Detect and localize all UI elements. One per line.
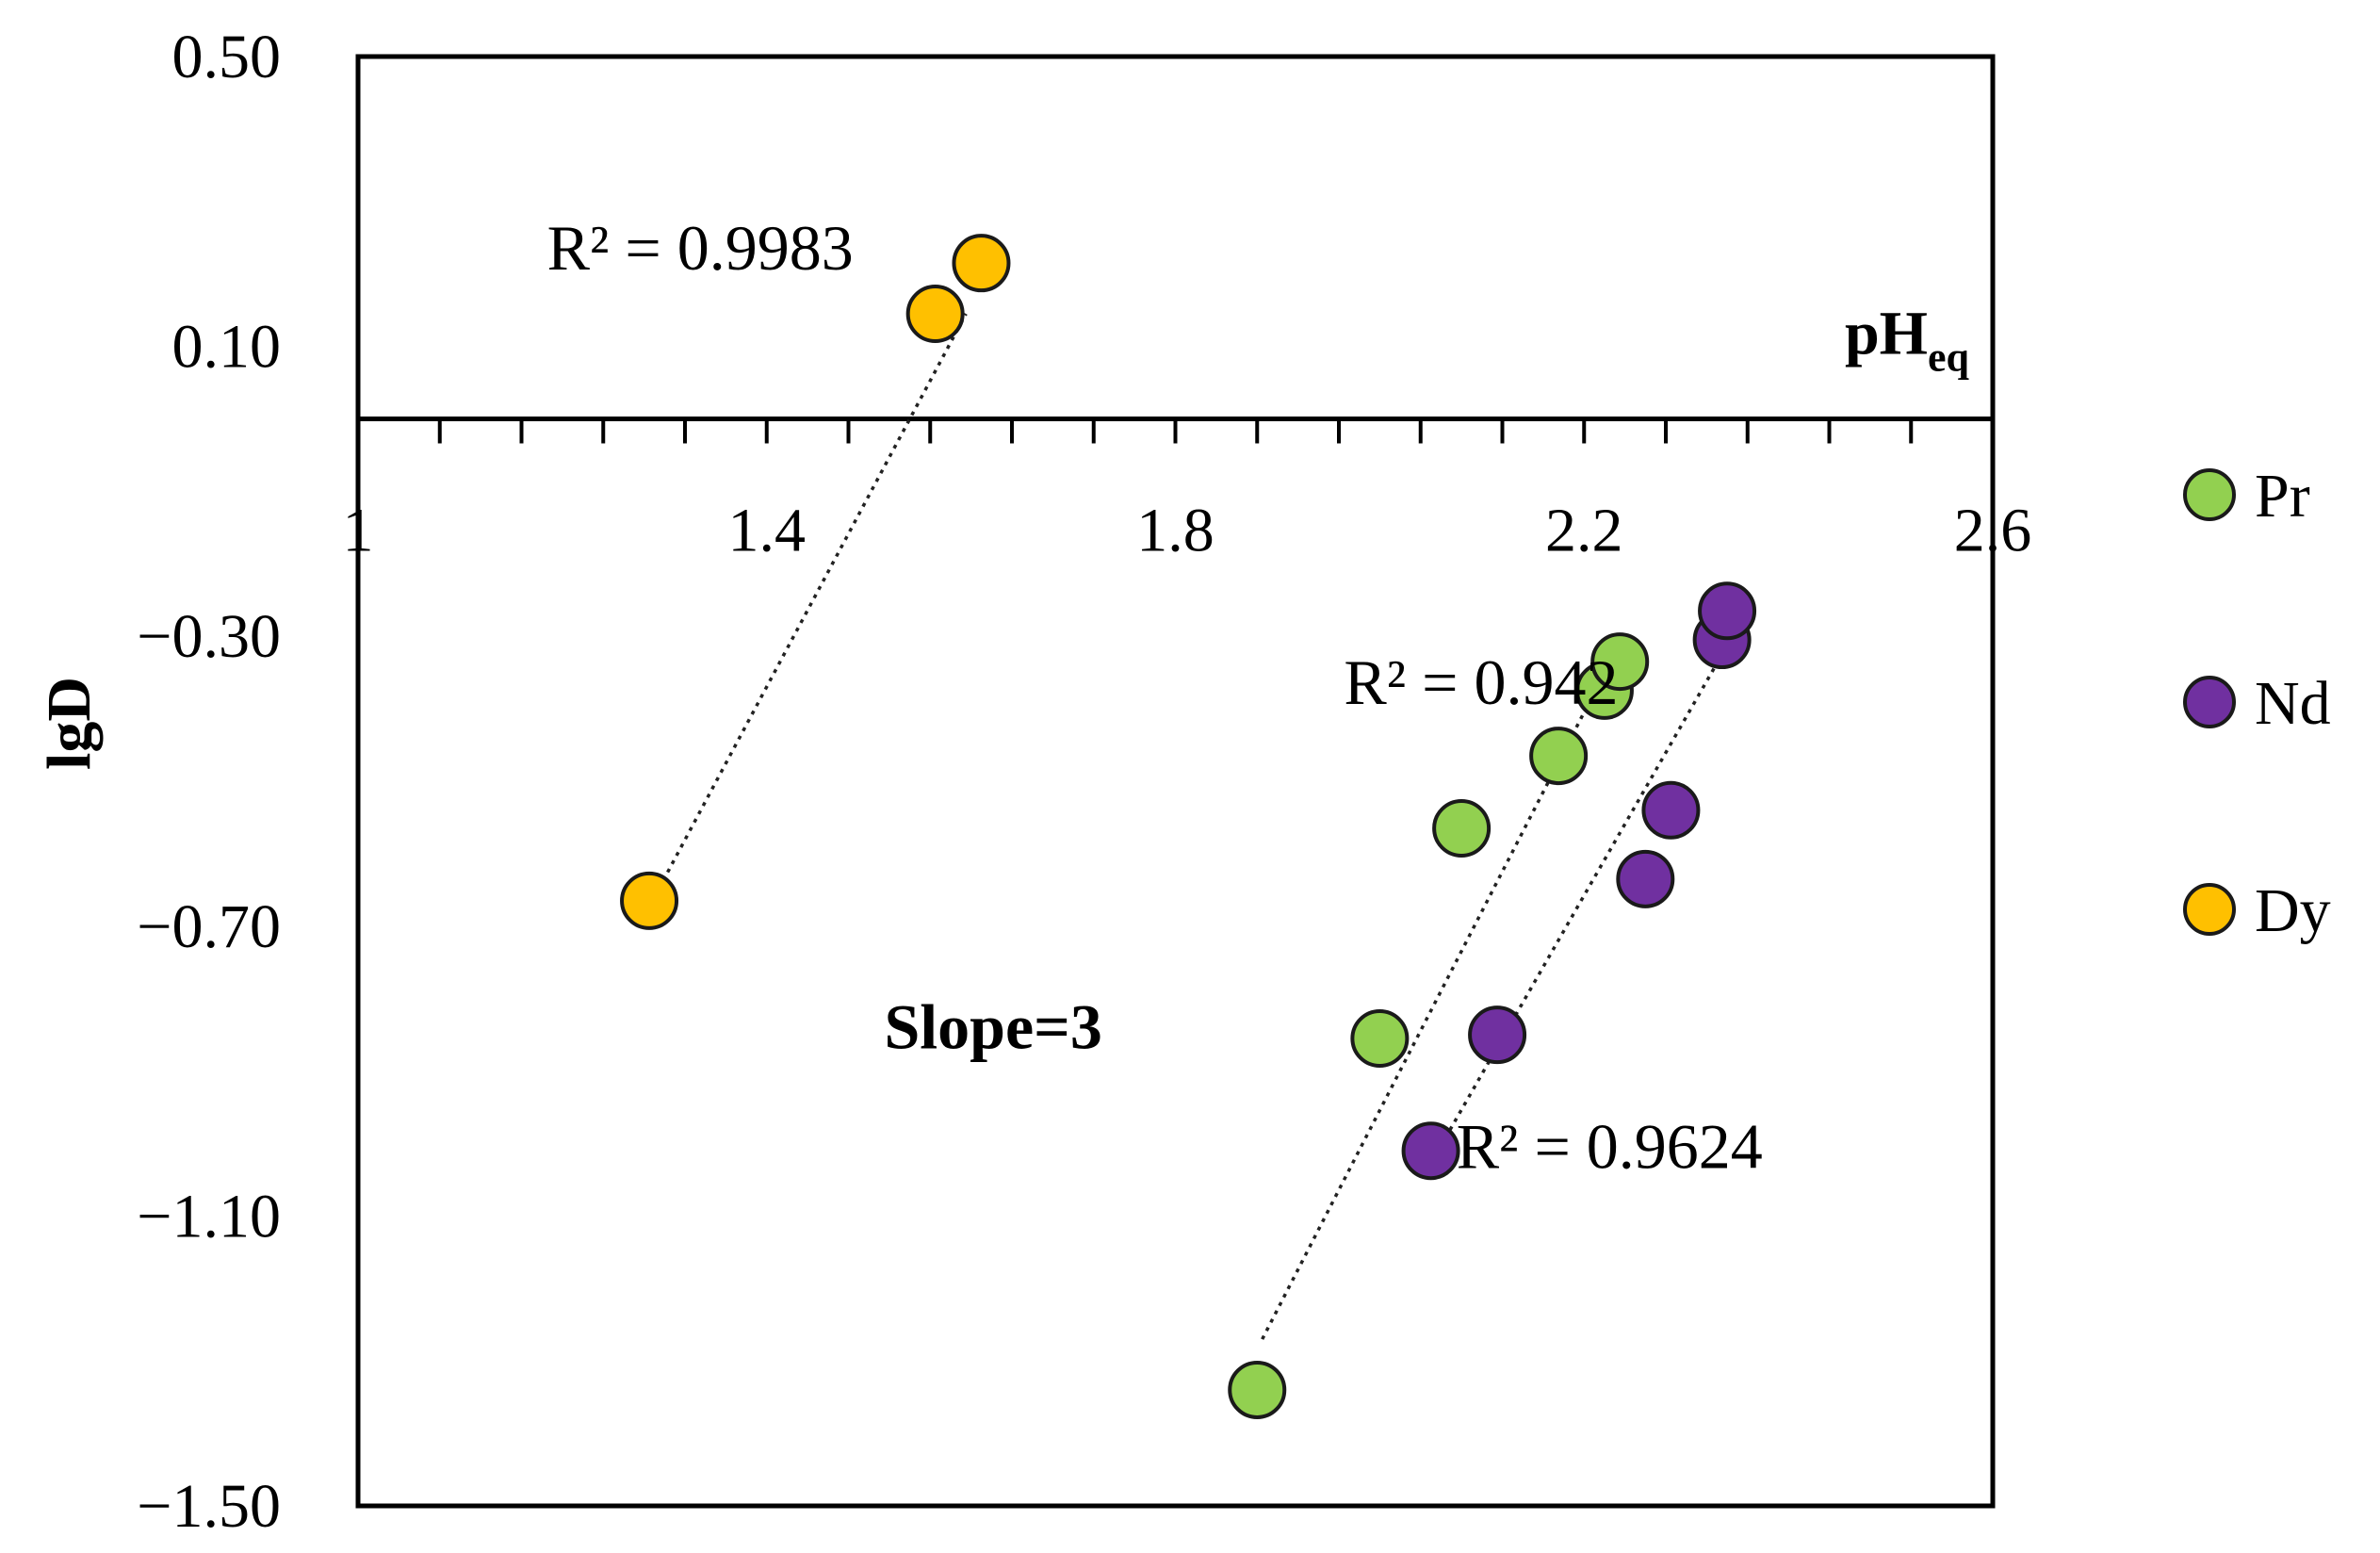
data-point-pr — [1350, 1008, 1410, 1068]
data-point-pr — [1432, 798, 1492, 858]
data-point-nd — [1616, 849, 1675, 908]
r2-label-nd: R² = 0.9624 — [1457, 1110, 1763, 1182]
text-layer: 1 1.4 1.8 2.2 2.6 0.50 0.10 −0.30 −0.70 −1.10 −1.5… — [35, 23, 2031, 1541]
data-point-dy — [620, 871, 679, 930]
y-tick-label: 0.50 — [172, 23, 282, 91]
plot-frame — [355, 54, 1996, 1509]
data-point-dy — [905, 284, 965, 343]
r2-label-pr: R² = 0.942 — [1344, 646, 1618, 718]
y-tick-label: −1.50 — [137, 1472, 281, 1541]
legend-marker-dy — [2183, 883, 2236, 936]
data-point-pr — [1529, 727, 1589, 786]
data-point-pr — [1590, 632, 1650, 692]
y-axis-title: lgD — [35, 677, 104, 770]
y-tick-label: −0.70 — [137, 892, 281, 961]
legend-marker-nd — [2183, 676, 2236, 728]
x-tick-label: 1.4 — [728, 497, 807, 565]
data-point-dy — [952, 234, 1011, 293]
plot-layer — [355, 54, 1996, 1509]
x-axis-title-main: pH — [1845, 299, 1928, 368]
x-axis-title: pHeq — [1845, 299, 1970, 380]
r2-label-dy: R² = 0.9983 — [547, 212, 854, 284]
x-axis-title-subscript: eq — [1928, 334, 1970, 380]
legend-label-pr: Pr — [2255, 462, 2310, 531]
data-point-nd — [1468, 1005, 1527, 1065]
legend-marker-pr — [2183, 468, 2236, 521]
x-tick-label: 1.8 — [1136, 497, 1214, 565]
data-point-pr — [1228, 1360, 1287, 1419]
data-point-nd — [1641, 780, 1701, 840]
trendline-pr — [1261, 711, 1586, 1340]
legend-label-nd: Nd — [2255, 669, 2331, 738]
trendline-nd — [1434, 653, 1724, 1155]
y-tick-label: −0.30 — [137, 602, 281, 671]
data-point-nd — [1698, 581, 1757, 641]
data-point-nd — [1401, 1121, 1460, 1181]
x-tick-label: 1 — [343, 497, 374, 565]
legend-label-dy: Dy — [2255, 876, 2331, 945]
x-tick-label: 2.6 — [1954, 497, 2032, 565]
legend: Pr Nd Dy — [2183, 462, 2331, 945]
x-tick-label: 2.2 — [1545, 497, 1623, 565]
slope-label: Slope=3 — [884, 990, 1101, 1062]
trendline-dy — [652, 313, 968, 898]
y-tick-label: 0.10 — [172, 313, 282, 382]
y-tick-label: −1.10 — [137, 1182, 281, 1251]
